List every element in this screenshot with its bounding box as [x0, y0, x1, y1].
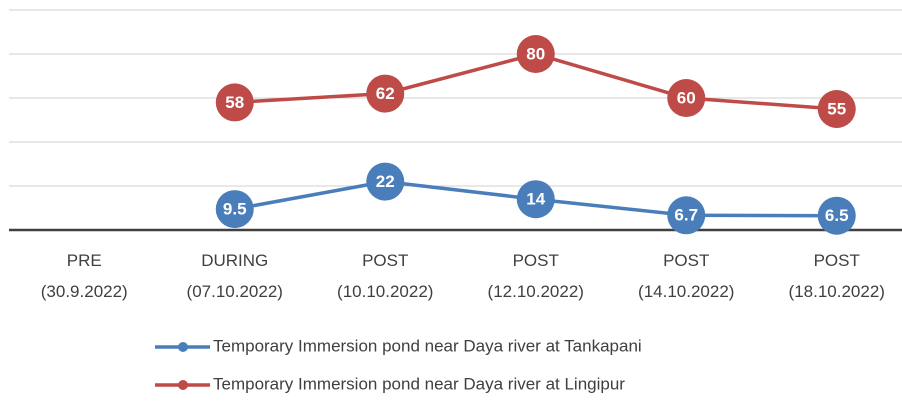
legend-marker [178, 342, 188, 352]
legend-marker [178, 380, 188, 390]
data-label: 62 [376, 84, 395, 103]
data-point [667, 196, 706, 235]
data-point [817, 90, 856, 128]
data-point [817, 196, 856, 235]
data-label: 6.7 [674, 206, 698, 225]
data-point [366, 162, 405, 201]
data-label: 14 [526, 190, 545, 209]
x-tick-label: POST (10.10.2022) [337, 251, 433, 301]
data-label: 58 [225, 93, 244, 112]
data-point [366, 74, 405, 113]
data-label: 60 [677, 88, 696, 107]
x-tick-label: POST (12.10.2022) [488, 251, 584, 301]
x-tick-label: PRE (30.9.2022) [41, 251, 128, 301]
data-point [667, 79, 706, 117]
data-point [215, 83, 254, 122]
data-label: 9.5 [223, 200, 247, 219]
legend-label: Temporary Immersion pond near Daya river… [213, 374, 625, 393]
data-point [516, 35, 555, 73]
data-point [215, 190, 254, 229]
data-point [516, 180, 555, 219]
data-label: 22 [376, 172, 395, 191]
data-label: 55 [827, 99, 846, 118]
x-tick-label: POST (14.10.2022) [638, 251, 734, 301]
data-label: 6.5 [825, 206, 849, 225]
data-label: 80 [526, 44, 545, 63]
legend-label: Temporary Immersion pond near Daya river… [213, 336, 642, 355]
x-tick-label: POST (18.10.2022) [789, 251, 885, 301]
x-tick-label: DURING (07.10.2022) [187, 251, 283, 301]
